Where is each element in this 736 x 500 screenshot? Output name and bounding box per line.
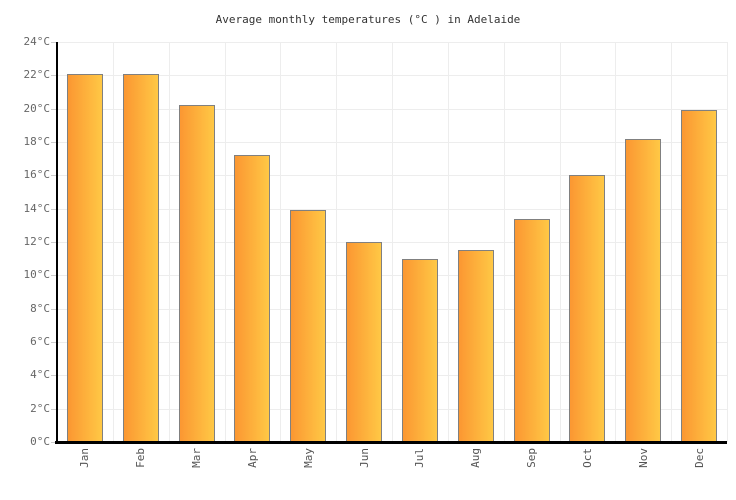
gridline-vertical	[560, 42, 561, 442]
bar	[625, 138, 662, 442]
y-axis-label: 2°C	[30, 402, 50, 415]
y-axis-tick	[51, 142, 57, 143]
y-axis-label: 4°C	[30, 368, 50, 381]
x-axis-label: Dec	[692, 448, 706, 468]
x-axis-label: Jul	[413, 448, 427, 468]
y-axis-tick	[51, 442, 57, 443]
x-axis-label: Sep	[525, 448, 539, 468]
y-axis-tick	[51, 409, 57, 410]
gridline-vertical	[615, 42, 616, 442]
gridline-vertical	[392, 42, 393, 442]
y-axis-label: 20°C	[23, 102, 51, 115]
x-axis-label: Apr	[245, 448, 259, 468]
y-axis-label: 6°C	[30, 335, 50, 348]
y-axis-tick	[51, 209, 57, 210]
y-axis-tick	[51, 109, 57, 110]
y-axis-label: 10°C	[23, 268, 51, 281]
x-axis-label: Jun	[357, 448, 371, 468]
bar	[569, 175, 606, 442]
gridline-vertical	[671, 42, 672, 442]
bar	[513, 218, 550, 442]
y-axis-label: 0°C	[30, 435, 50, 448]
bar	[66, 73, 103, 442]
y-axis-label: 8°C	[30, 302, 50, 315]
y-axis-tick	[51, 42, 57, 43]
bar	[681, 110, 718, 442]
bar	[290, 210, 327, 442]
bar	[346, 242, 383, 442]
bar	[122, 73, 159, 442]
y-axis-tick	[51, 342, 57, 343]
y-axis-tick	[51, 309, 57, 310]
y-axis-tick	[51, 275, 57, 276]
y-axis-tick	[51, 375, 57, 376]
y-axis-label: 22°C	[23, 68, 51, 81]
x-axis-line	[55, 441, 727, 444]
y-axis-line	[55, 42, 58, 444]
y-axis-label: 12°C	[23, 235, 51, 248]
bar	[457, 250, 494, 442]
gridline-vertical	[727, 42, 728, 442]
x-axis-label: Jan	[78, 448, 92, 468]
gridline-vertical	[225, 42, 226, 442]
x-axis-label: Aug	[469, 448, 483, 468]
y-axis-label: 16°C	[23, 168, 51, 181]
y-axis-label: 24°C	[23, 35, 51, 48]
gridline-vertical	[280, 42, 281, 442]
chart-title: Average monthly temperatures (°C ) in Ad…	[215, 13, 521, 26]
gridline-vertical	[169, 42, 170, 442]
gridline-vertical	[448, 42, 449, 442]
y-axis-tick	[51, 242, 57, 243]
y-axis-label: 18°C	[23, 135, 51, 148]
x-axis-label: Oct	[580, 448, 594, 468]
x-axis-label: Nov	[636, 448, 650, 468]
bar	[178, 105, 215, 442]
bar	[401, 258, 438, 442]
bar	[234, 155, 271, 442]
gridline-vertical	[504, 42, 505, 442]
y-axis-tick	[51, 75, 57, 76]
y-axis-label: 14°C	[23, 202, 51, 215]
x-axis-label: Feb	[134, 448, 148, 468]
y-axis-tick	[51, 175, 57, 176]
gridline-vertical	[113, 42, 114, 442]
gridline-vertical	[336, 42, 337, 442]
x-axis-label: Mar	[190, 448, 204, 468]
x-axis-label: May	[301, 448, 315, 468]
